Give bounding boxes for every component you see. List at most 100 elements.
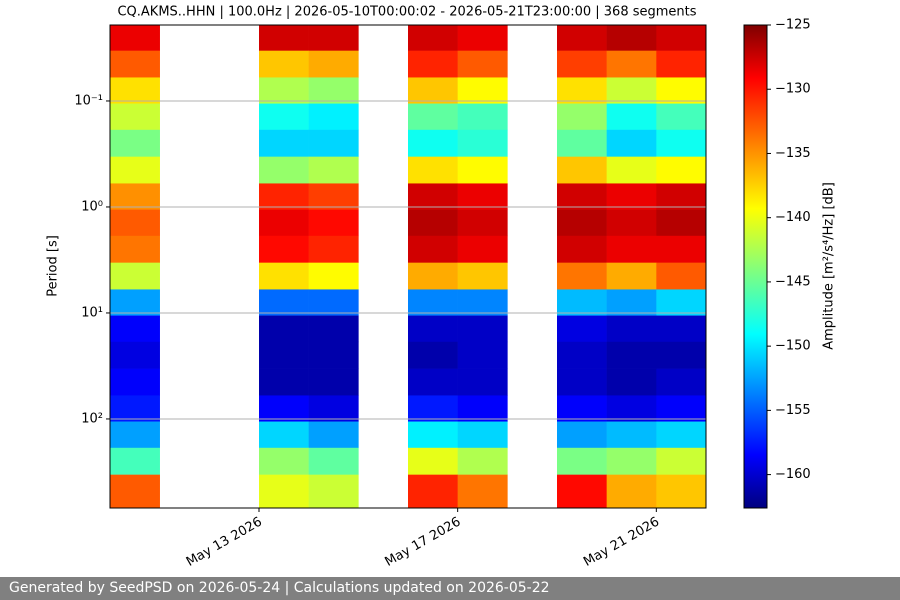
heatmap-cell bbox=[308, 129, 359, 157]
heatmap-cell bbox=[259, 129, 309, 157]
heatmap-cell bbox=[259, 25, 309, 51]
heatmap-cell bbox=[557, 368, 607, 396]
heatmap-cell bbox=[606, 289, 657, 316]
heatmap-cell bbox=[259, 315, 309, 343]
colorbar-tick-label: −135 bbox=[775, 146, 811, 161]
heatmap-cell bbox=[457, 235, 508, 263]
heatmap-cell bbox=[308, 368, 359, 396]
heatmap-cell bbox=[408, 235, 458, 263]
heatmap-cell bbox=[259, 421, 309, 449]
heatmap-cell bbox=[557, 447, 607, 475]
heatmap-cell bbox=[457, 77, 508, 104]
heatmap-cell bbox=[308, 50, 359, 78]
x-tick-label: May 17 2026 bbox=[382, 515, 463, 570]
heatmap-cell bbox=[656, 209, 707, 237]
heatmap-cell bbox=[606, 156, 657, 184]
heatmap-cell bbox=[457, 25, 508, 51]
heatmap-cell bbox=[259, 474, 309, 509]
heatmap-cell bbox=[110, 474, 160, 509]
heatmap-cell bbox=[408, 421, 458, 449]
heatmap-cell bbox=[308, 235, 359, 263]
heatmap-cell bbox=[308, 474, 359, 509]
heatmap-cell bbox=[308, 183, 359, 210]
heatmap-cell bbox=[606, 25, 657, 51]
heatmap-cell bbox=[457, 474, 508, 509]
heatmap-cell bbox=[656, 262, 707, 290]
heatmap-cell bbox=[259, 289, 309, 316]
heatmap-cell bbox=[656, 235, 707, 263]
heatmap-cell bbox=[408, 103, 458, 131]
heatmap-cell bbox=[408, 209, 458, 237]
heatmap-cell bbox=[408, 474, 458, 509]
heatmap-cell bbox=[110, 77, 160, 104]
heatmap-cell bbox=[259, 447, 309, 475]
heatmap-cell bbox=[457, 183, 508, 210]
heatmap-cell bbox=[606, 474, 657, 509]
heatmap-cell bbox=[408, 395, 458, 422]
heatmap-cell bbox=[606, 421, 657, 449]
heatmap-cell bbox=[110, 103, 160, 131]
heatmap-cell bbox=[408, 156, 458, 184]
heatmap-cell bbox=[557, 183, 607, 210]
heatmap-cell bbox=[308, 156, 359, 184]
heatmap-cell bbox=[656, 77, 707, 104]
heatmap-cell bbox=[557, 421, 607, 449]
heatmap-cell bbox=[557, 289, 607, 316]
heatmap-cell bbox=[308, 77, 359, 104]
colorbar-tick-label: −140 bbox=[775, 210, 811, 225]
heatmap-cell bbox=[656, 183, 707, 210]
colorbar-label: Amplitude [m²/s⁴/Hz] [dB] bbox=[822, 182, 837, 350]
heatmap-cell bbox=[408, 129, 458, 157]
heatmap-cell bbox=[656, 421, 707, 449]
y-tick-label: 10² bbox=[81, 411, 103, 426]
heatmap-cell bbox=[110, 289, 160, 316]
chart: CQ.AKMS..HHN | 100.0Hz | 2026-05-10T00:0… bbox=[46, 5, 837, 570]
y-tick-label: 10⁻¹ bbox=[74, 93, 103, 108]
colorbar-tick-label: −150 bbox=[775, 339, 811, 354]
heatmap-cell bbox=[110, 209, 160, 237]
heatmap-cell bbox=[557, 156, 607, 184]
heatmap-cell bbox=[606, 103, 657, 131]
heatmap-cell bbox=[110, 50, 160, 78]
heatmap-cell bbox=[557, 395, 607, 422]
heatmap-cell bbox=[606, 341, 657, 369]
heatmap-cell bbox=[656, 341, 707, 369]
heatmap-cell bbox=[408, 25, 458, 51]
x-tick-label: May 13 2026 bbox=[184, 515, 265, 570]
heatmap-cell bbox=[457, 50, 508, 78]
heatmap-cell bbox=[656, 103, 707, 131]
heatmap-cell bbox=[408, 447, 458, 475]
colorbar-tick-label: −125 bbox=[775, 18, 811, 33]
heatmap-cell bbox=[606, 209, 657, 237]
heatmap-cell bbox=[606, 395, 657, 422]
heatmap-cell bbox=[308, 103, 359, 131]
heatmap-cell bbox=[557, 474, 607, 509]
heatmap-cell bbox=[656, 315, 707, 343]
heatmap-cell bbox=[110, 235, 160, 263]
heatmap-cell bbox=[457, 262, 508, 290]
heatmap-cell bbox=[408, 315, 458, 343]
plot-frame bbox=[109, 24, 707, 509]
heatmap-cell bbox=[110, 156, 160, 184]
footer: Generated by SeedPSD on 2026-05-24 | Cal… bbox=[0, 577, 900, 600]
heatmap-cell bbox=[308, 289, 359, 316]
heatmap-cell bbox=[656, 474, 707, 509]
heatmap-cell bbox=[557, 25, 607, 51]
colorbar bbox=[743, 24, 768, 509]
heatmap-cell bbox=[259, 262, 309, 290]
heatmap-cell bbox=[557, 235, 607, 263]
heatmap-cell bbox=[457, 315, 508, 343]
heatmap-cell bbox=[557, 77, 607, 104]
heatmap-cell bbox=[656, 395, 707, 422]
heatmap-cell bbox=[606, 368, 657, 396]
heatmap-cell bbox=[656, 129, 707, 157]
heatmap-cell bbox=[110, 183, 160, 210]
heatmap-cell bbox=[308, 341, 359, 369]
heatmap-cell bbox=[110, 368, 160, 396]
heatmap-cell bbox=[457, 129, 508, 157]
heatmap-cell bbox=[408, 289, 458, 316]
chart-title: CQ.AKMS..HHN | 100.0Hz | 2026-05-10T00:0… bbox=[117, 5, 696, 20]
heatmap-cell bbox=[259, 209, 309, 237]
